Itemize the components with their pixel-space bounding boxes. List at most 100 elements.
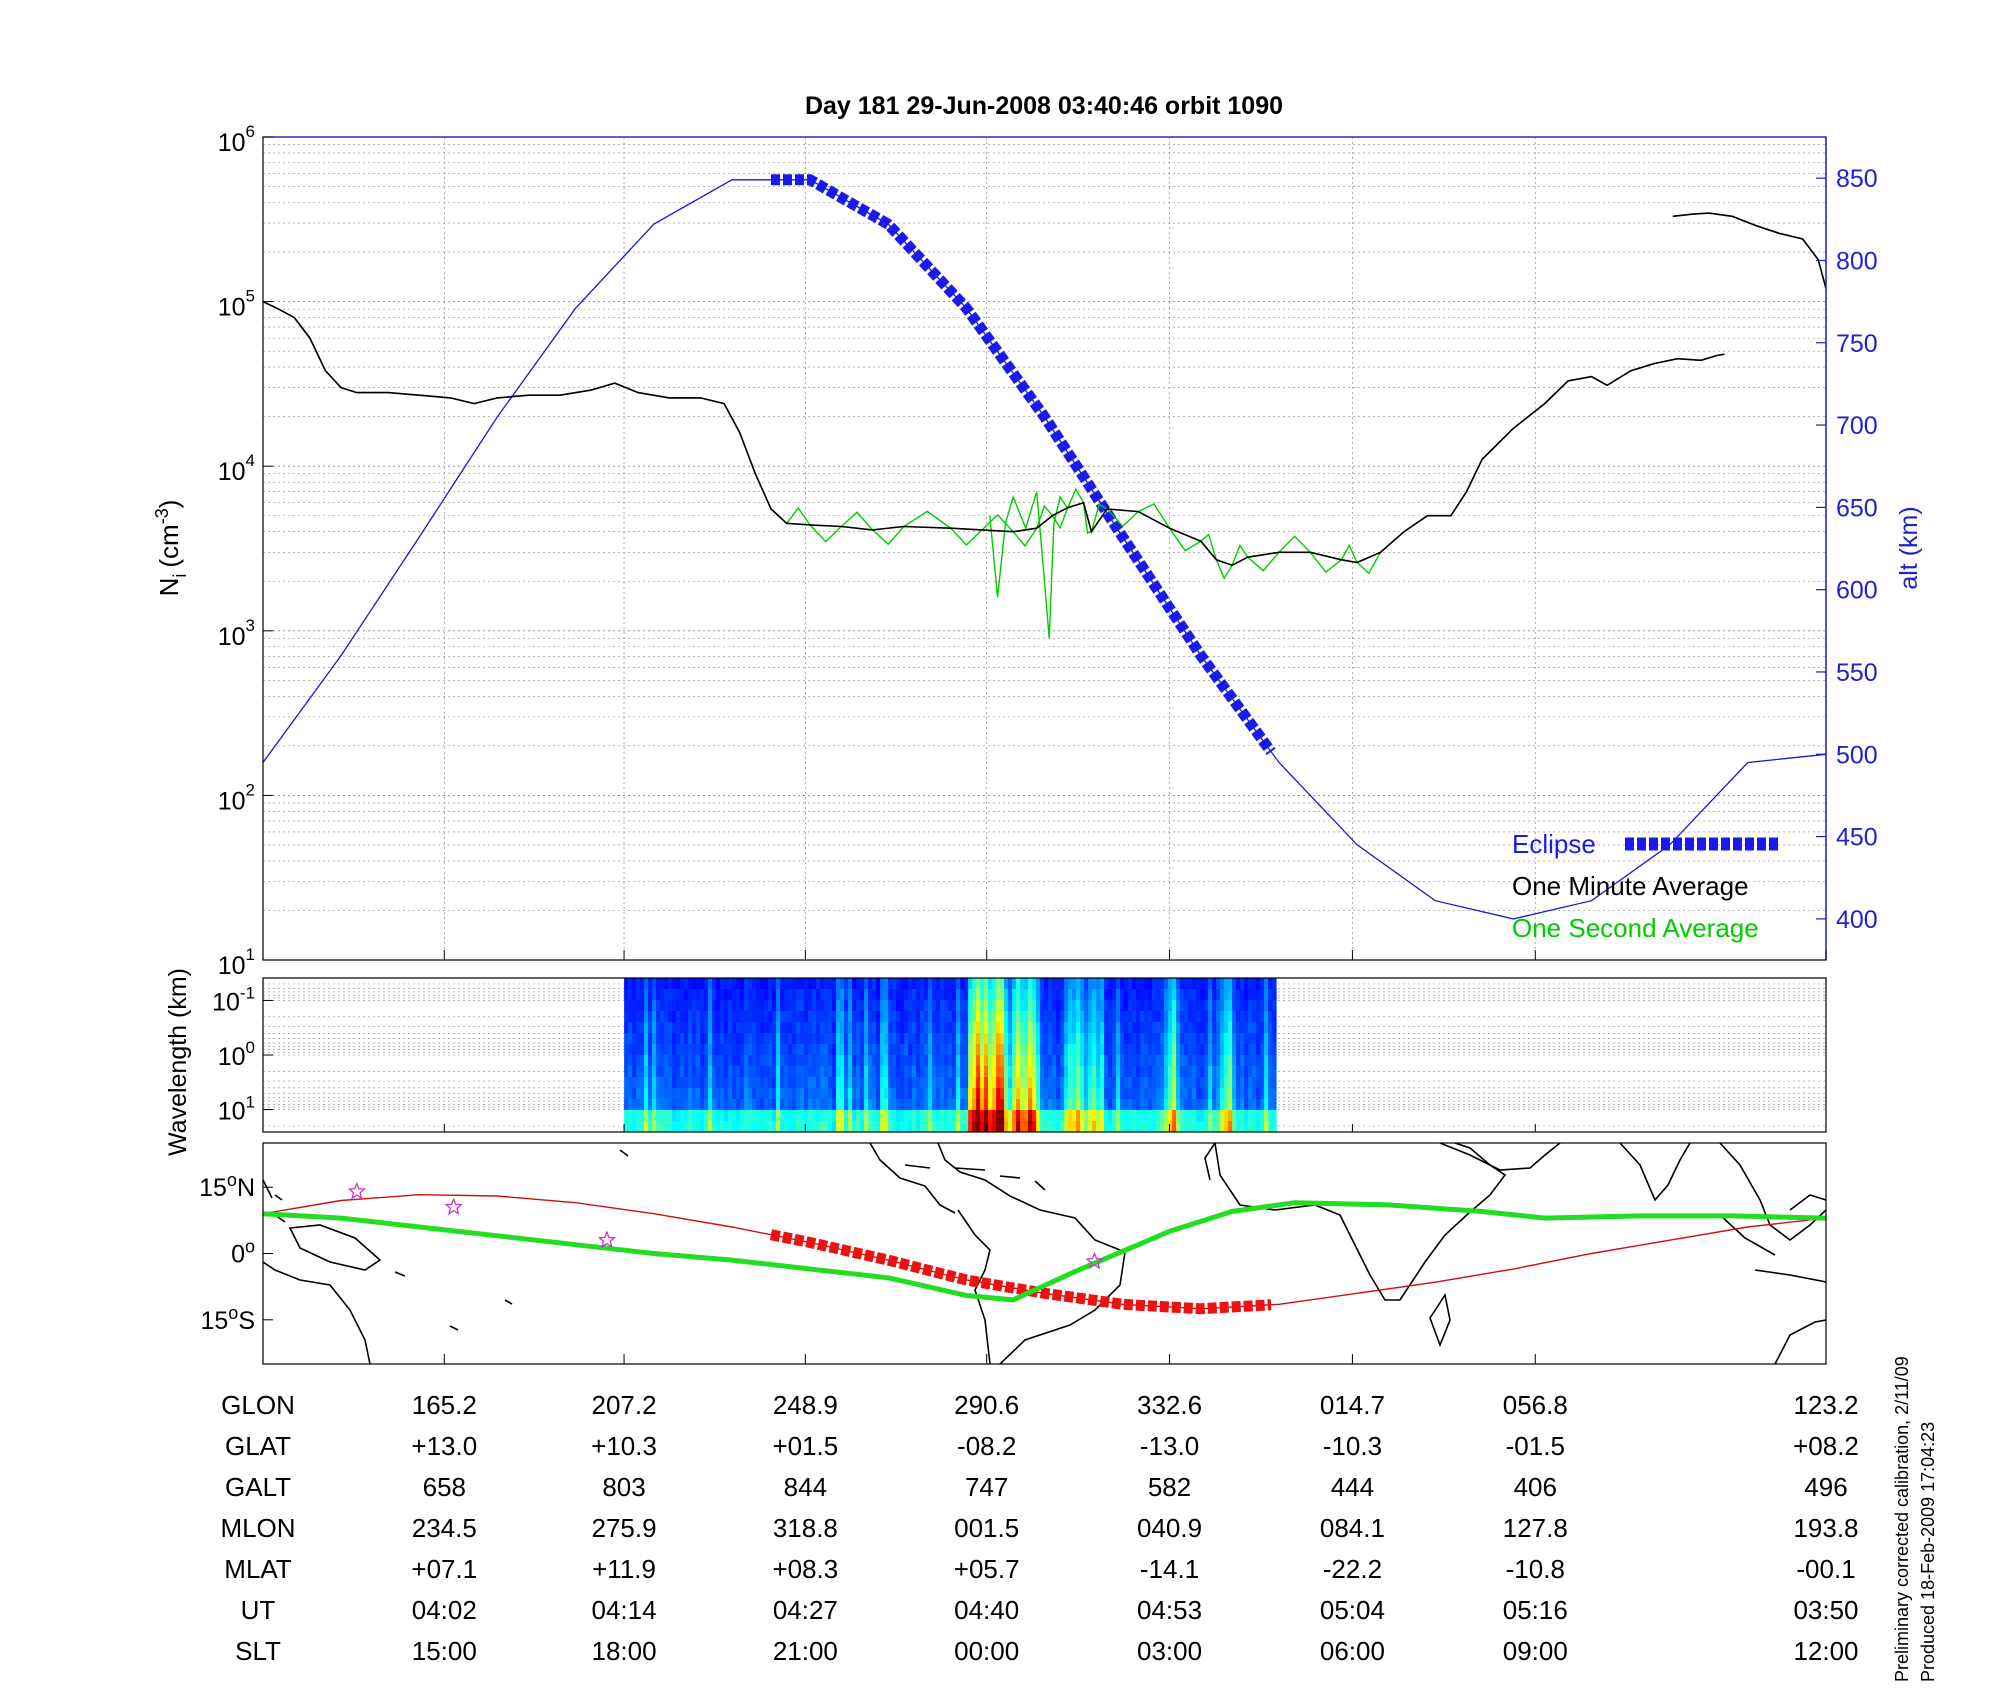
spectrogram-cell bbox=[892, 1000, 897, 1012]
spectrogram-cell bbox=[1120, 1000, 1125, 1012]
spectrogram-cell bbox=[696, 1099, 701, 1111]
spectrogram-cell bbox=[788, 1044, 793, 1056]
spectrogram-cell bbox=[800, 1066, 805, 1078]
spectrogram-cell bbox=[912, 1077, 917, 1089]
spectrogram-cell bbox=[744, 1000, 749, 1012]
spectrogram-cell bbox=[1112, 1077, 1117, 1089]
tick-exponent: 4 bbox=[246, 451, 255, 470]
spectrogram-cell bbox=[676, 989, 681, 1001]
spectrogram-cell bbox=[636, 1044, 641, 1056]
spectrogram-cell bbox=[1200, 989, 1205, 1001]
spectrogram-cell bbox=[820, 1110, 825, 1122]
map-tick-label: 0o bbox=[231, 1237, 255, 1269]
spectrogram-cell bbox=[980, 1055, 985, 1067]
spectrogram-cell bbox=[1216, 989, 1221, 1001]
spectrogram-cell bbox=[1260, 1066, 1265, 1078]
spectrogram-cell bbox=[848, 1033, 853, 1045]
spectrogram-cell bbox=[1024, 1099, 1029, 1111]
spectrogram-cell bbox=[1048, 1011, 1053, 1023]
spectrogram-cell bbox=[800, 1099, 805, 1111]
spectrogram-cell bbox=[912, 989, 917, 1001]
spectrogram-cell bbox=[932, 1066, 937, 1078]
spectrogram-cell bbox=[892, 1022, 897, 1034]
spectrogram-cell bbox=[1188, 1099, 1193, 1111]
spectrogram-cell bbox=[912, 1011, 917, 1023]
spectrogram-cell bbox=[1048, 1044, 1053, 1056]
spectrogram-cell bbox=[1252, 1011, 1257, 1023]
density-y-tick-label: 101 bbox=[218, 945, 255, 980]
spectrogram-cell bbox=[1216, 1121, 1221, 1133]
spectrogram-cell bbox=[848, 1088, 853, 1100]
spectrogram-cell bbox=[988, 1099, 993, 1111]
spectrogram-cell bbox=[808, 989, 813, 1001]
spectrogram-cell bbox=[720, 1055, 725, 1067]
spectrogram-cell bbox=[956, 1110, 961, 1122]
spectrogram-cell bbox=[1024, 1066, 1029, 1078]
spectrogram-cell bbox=[780, 989, 785, 1001]
spectrogram-cell bbox=[764, 1011, 769, 1023]
spectrogram-cell bbox=[728, 1011, 733, 1023]
spectrogram-cell bbox=[1228, 1011, 1233, 1023]
spectrogram-cell bbox=[896, 1121, 901, 1133]
spectrogram-cell bbox=[1264, 1077, 1269, 1089]
spectrogram-cell bbox=[884, 1011, 889, 1023]
spectrogram-cell bbox=[1112, 989, 1117, 1001]
spectrogram-cell bbox=[1128, 1000, 1133, 1012]
spectrogram-cell bbox=[900, 1088, 905, 1100]
spectrogram-cell bbox=[836, 1088, 841, 1100]
spectrogram-cell bbox=[992, 1044, 997, 1056]
altitude-tick-label: 400 bbox=[1836, 906, 1878, 934]
spectrogram-cell bbox=[1008, 1077, 1013, 1089]
spectrogram-cell bbox=[1256, 1099, 1261, 1111]
spectrogram-cell bbox=[836, 1000, 841, 1012]
spectrogram-cell bbox=[1100, 1088, 1105, 1100]
spectrogram-cell bbox=[1060, 1110, 1065, 1122]
spectrogram-cell bbox=[628, 1077, 633, 1089]
spectrogram-cell bbox=[1072, 1055, 1077, 1067]
spectrogram-cell bbox=[1248, 1121, 1253, 1133]
spectrogram-cell bbox=[1176, 1033, 1181, 1045]
spectrogram-cell bbox=[772, 1044, 777, 1056]
spectrogram-cell bbox=[648, 1110, 653, 1122]
spectrogram-cell bbox=[804, 1088, 809, 1100]
spectrogram-cell bbox=[1240, 1110, 1245, 1122]
spectrogram-cell bbox=[704, 1066, 709, 1078]
spectrogram-cell bbox=[1032, 1110, 1037, 1122]
spectrogram-cell bbox=[1164, 978, 1169, 990]
spectrogram-cell bbox=[916, 1011, 921, 1023]
spectrogram-cell bbox=[796, 978, 801, 990]
spectrogram-cell bbox=[1128, 1011, 1133, 1023]
spectrogram-cell bbox=[948, 1033, 953, 1045]
spectrogram-cell bbox=[1164, 1044, 1169, 1056]
spectrogram-cell bbox=[968, 1088, 973, 1100]
spectrogram-cell bbox=[960, 1033, 965, 1045]
spectrogram-cell bbox=[764, 1033, 769, 1045]
spectrogram-cell bbox=[956, 989, 961, 1001]
spectrogram-cell bbox=[920, 1011, 925, 1023]
spectrogram-cell bbox=[704, 1000, 709, 1012]
spectrogram-cell bbox=[1048, 1022, 1053, 1034]
spectrogram-cell bbox=[1216, 1000, 1221, 1012]
spectrogram-cell bbox=[928, 1044, 933, 1056]
spectrogram-cell bbox=[712, 1077, 717, 1089]
spectrogram-cell bbox=[672, 1077, 677, 1089]
spectrogram-cell bbox=[648, 989, 653, 1001]
spectrogram-cell bbox=[1148, 1121, 1153, 1133]
spectrogram-cell bbox=[900, 1011, 905, 1023]
spectrogram-cell bbox=[1028, 1044, 1033, 1056]
spectrogram-cell bbox=[1132, 1088, 1137, 1100]
spectrogram-cell bbox=[720, 1066, 725, 1078]
coastline-india bbox=[1619, 1143, 1691, 1202]
magnetic-equator-line bbox=[263, 1200, 1826, 1303]
spectrogram-cell bbox=[636, 1022, 641, 1034]
spectrogram-cell bbox=[1144, 1033, 1149, 1045]
spectrogram-cell bbox=[668, 1088, 673, 1100]
spectrogram-cell bbox=[1248, 1022, 1253, 1034]
spectrogram-cell bbox=[1252, 1055, 1257, 1067]
spectrogram-cell bbox=[1012, 989, 1017, 1001]
spectrogram-cell bbox=[1064, 1033, 1069, 1045]
spectrogram-cell bbox=[688, 1000, 693, 1012]
spectrogram-cell bbox=[1064, 1044, 1069, 1056]
spectrogram-cell bbox=[1256, 1011, 1261, 1023]
